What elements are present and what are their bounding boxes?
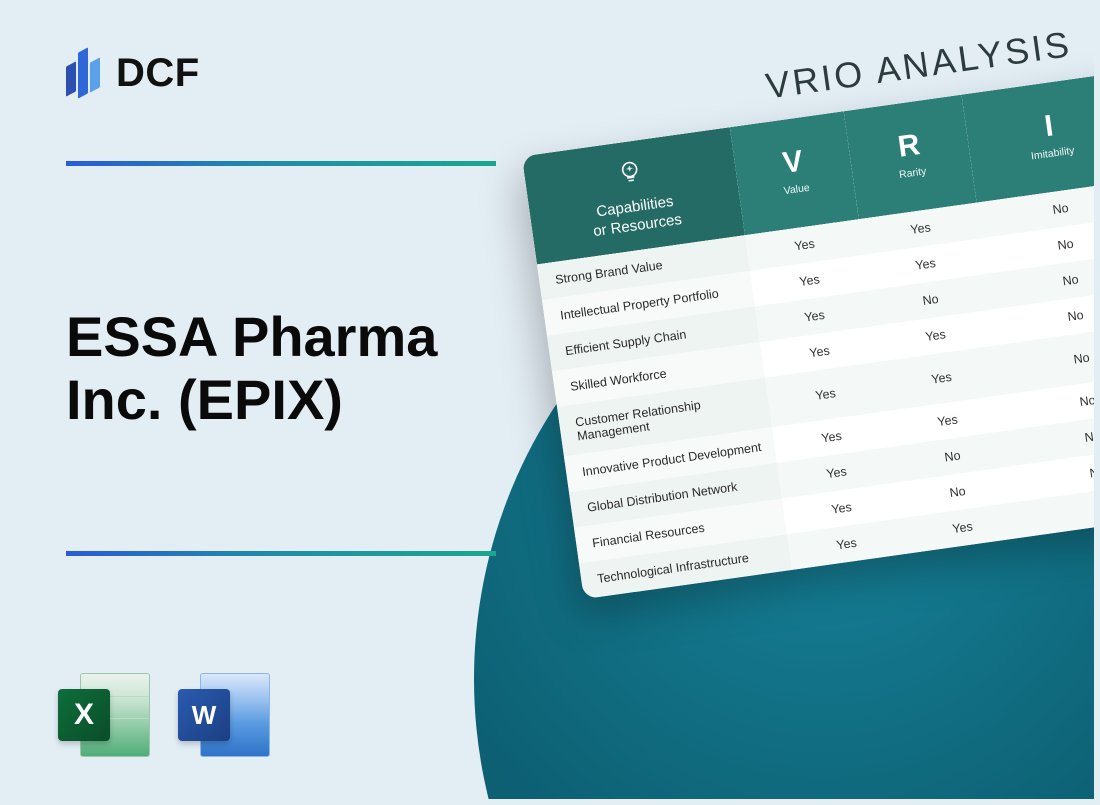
col-header-r: R Rarity — [844, 95, 977, 219]
brand-logo: DCF — [66, 46, 200, 100]
vrio-card: Capabilities or Resources V Value R Rari… — [522, 59, 1094, 599]
app-icons: X W — [58, 667, 274, 763]
col-header-v: V Value — [730, 111, 859, 234]
vrio-table: Capabilities or Resources V Value R Rari… — [522, 59, 1094, 599]
lightbulb-icon — [616, 158, 643, 185]
divider-bottom — [66, 551, 496, 556]
col-header-i: I Imitability — [962, 72, 1094, 202]
vrio-card-wrap: VRIO ANALYSIS Capabilities or Resources — [514, 6, 1094, 599]
page-canvas: DCF ESSA Pharma Inc. (EPIX) X W VRIO ANA… — [6, 6, 1094, 799]
logo-text: DCF — [116, 51, 200, 96]
word-badge-letter: W — [178, 689, 230, 741]
divider-top — [66, 161, 496, 166]
excel-badge-letter: X — [58, 689, 110, 741]
logo-mark-icon — [66, 46, 104, 100]
excel-icon: X — [58, 667, 154, 763]
word-icon: W — [178, 667, 274, 763]
page-title: ESSA Pharma Inc. (EPIX) — [66, 306, 546, 431]
